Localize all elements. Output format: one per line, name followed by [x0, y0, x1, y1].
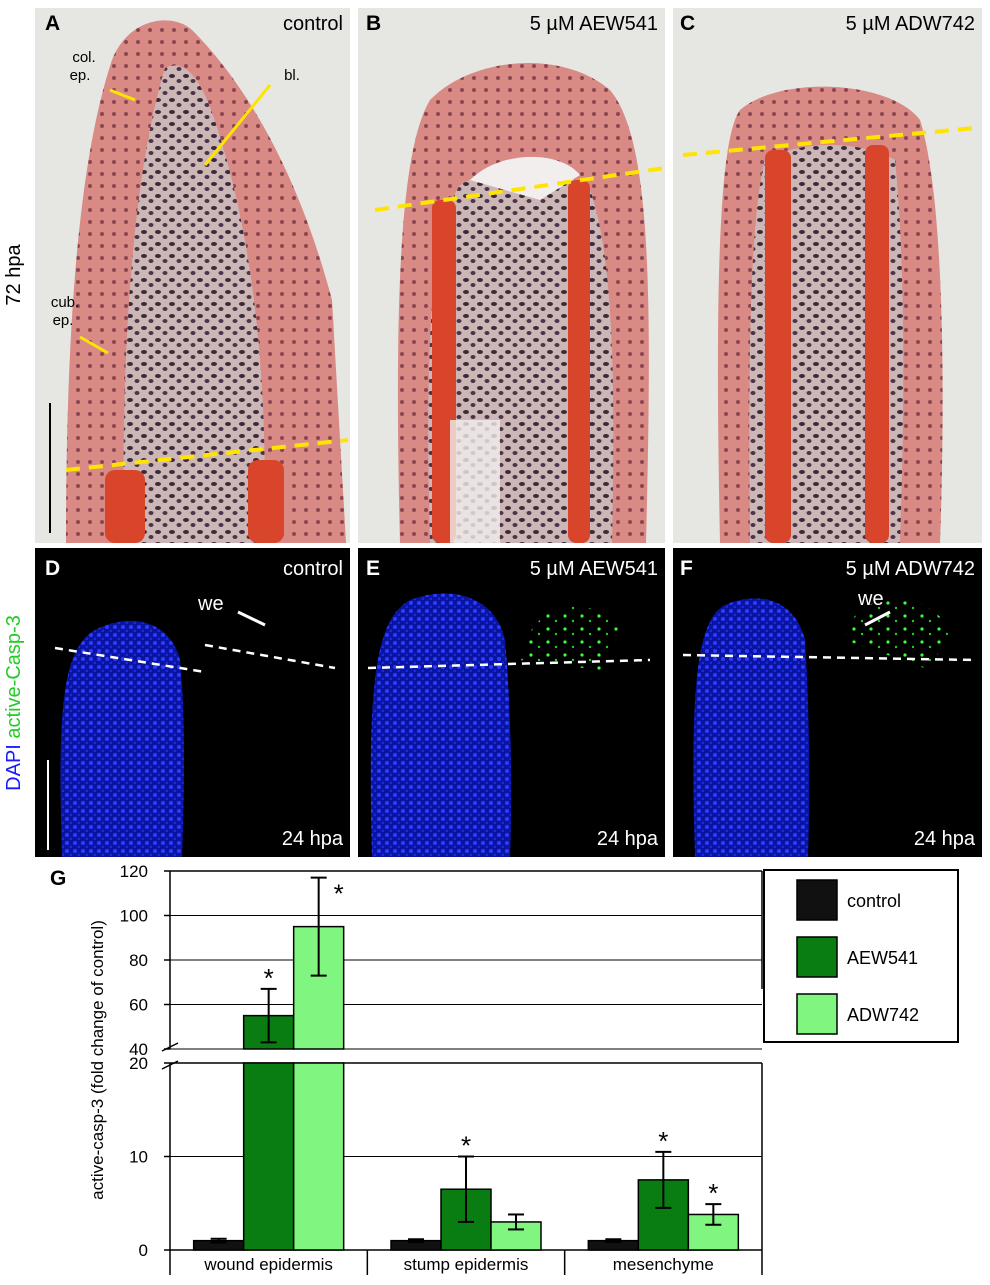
- bar: [242, 1062, 295, 1251]
- significance-label: *: [334, 879, 344, 909]
- panel-d: we D control 24 hpa: [35, 548, 350, 857]
- axis-break: [161, 1060, 179, 1070]
- y-tick-label: 60: [129, 996, 148, 1015]
- legend-label: control: [847, 891, 901, 911]
- legend-frame: [763, 869, 959, 1043]
- side-label-blue: DAPI: [3, 744, 25, 791]
- panel-letter: G: [50, 867, 66, 890]
- panel-f: we F 5 µM ADW742 24 hpa: [673, 548, 982, 857]
- panel-letter: A: [45, 12, 60, 35]
- legend-swatch: [796, 936, 838, 978]
- panel-b: B 5 µM AEW541: [358, 8, 666, 544]
- y-tick-label: 20: [129, 1054, 148, 1073]
- legend-label: AEW541: [847, 948, 918, 968]
- panel-label: 5 µM ADW742: [846, 558, 975, 580]
- significance-label: *: [658, 1126, 668, 1156]
- panel-label: control: [283, 13, 343, 35]
- y-tick-label: 0: [139, 1241, 148, 1260]
- note: we: [857, 588, 884, 610]
- panel-c: C 5 µM ADW742: [673, 8, 982, 544]
- note: bl.: [284, 67, 300, 84]
- panel-letter: B: [366, 12, 381, 35]
- panel-time: 24 hpa: [597, 828, 659, 850]
- side-label: 72 hpa: [3, 244, 25, 306]
- panel-time: 24 hpa: [282, 828, 344, 850]
- panel-letter: C: [680, 12, 695, 35]
- y-tick-label: 100: [120, 907, 148, 926]
- legend-label: ADW742: [847, 1005, 919, 1025]
- note: cub.: [51, 294, 79, 311]
- note: ep.: [53, 312, 74, 329]
- side-label-green: active-Casp-3: [3, 615, 25, 738]
- panel-label: 5 µM ADW742: [846, 13, 975, 35]
- panel-label: control: [283, 558, 343, 580]
- panel-label: 5 µM AEW541: [530, 13, 658, 35]
- panel-label: 5 µM AEW541: [530, 558, 658, 580]
- note: col.: [72, 49, 95, 66]
- y-tick-label: 80: [129, 951, 148, 970]
- significance-label: *: [461, 1131, 471, 1161]
- panel-letter: F: [680, 557, 693, 580]
- panel-letter: E: [366, 557, 380, 580]
- panel-time: 24 hpa: [914, 828, 976, 850]
- note: we: [197, 593, 224, 615]
- legend-swatch: [796, 993, 838, 1035]
- note: ep.: [70, 67, 91, 84]
- significance-label: *: [264, 963, 274, 993]
- x-tick-label: wound epidermis: [203, 1255, 333, 1274]
- y-tick-label: 40: [129, 1040, 148, 1059]
- significance-label: *: [708, 1178, 718, 1208]
- y-tick-label: 10: [129, 1148, 148, 1167]
- panel-e: E 5 µM AEW541 24 hpa: [358, 548, 665, 857]
- bar: [292, 1062, 345, 1251]
- side-label: DAPI active-Casp-3: [3, 615, 25, 791]
- legend-swatch: [796, 879, 838, 921]
- y-tick-label: 120: [120, 862, 148, 881]
- x-tick-label: stump epidermis: [404, 1255, 529, 1274]
- x-tick-label: mesenchyme: [613, 1255, 714, 1274]
- panel-letter: D: [45, 557, 60, 580]
- y-axis-label: active-casp-3 (fold change of control): [88, 920, 107, 1200]
- panel-a: A control col. ep. bl. cub. ep.: [35, 8, 350, 544]
